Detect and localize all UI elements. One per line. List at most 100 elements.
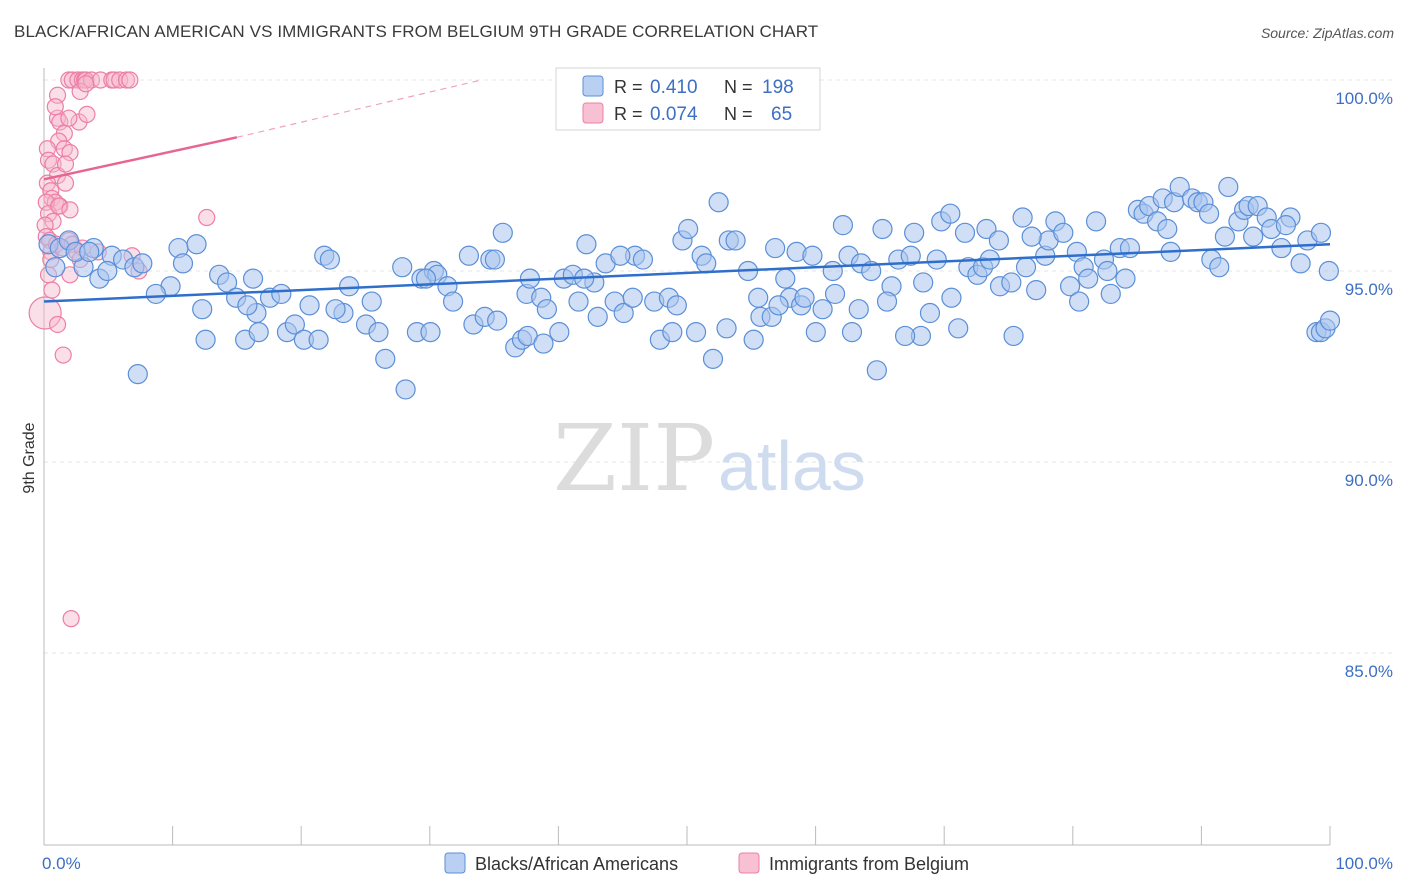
- scatter-point: [121, 71, 139, 89]
- scatter-point: [1059, 276, 1081, 297]
- scatter-point: [708, 192, 729, 213]
- scatter-point: [198, 208, 216, 227]
- scatter-point: [666, 295, 687, 316]
- correlation-legend: R = 0.410 N = 198 R = 0.074 N = 65: [555, 67, 821, 131]
- scatter-point: [361, 291, 382, 312]
- legend-blue-n-label: N =: [724, 77, 753, 97]
- scatter-point: [319, 249, 341, 270]
- scatter-point: [622, 287, 643, 308]
- x-tick-label-max: 100.0%: [1335, 854, 1393, 873]
- scatter-point: [442, 291, 464, 312]
- scatter-point: [822, 260, 843, 282]
- scatter-point: [832, 215, 854, 236]
- scatter-point: [492, 222, 513, 243]
- scatter-point: [216, 272, 238, 293]
- scatter-point: [487, 310, 508, 331]
- scatter-point: [1214, 226, 1236, 247]
- scatter-point: [696, 253, 717, 274]
- scatter-point: [805, 322, 826, 343]
- legend-pink-r-value: 0.074: [650, 104, 698, 125]
- scatter-point: [28, 296, 62, 330]
- scatter-point: [812, 299, 833, 320]
- pink-trend-extension: [236, 79, 482, 138]
- scatter-point: [368, 322, 389, 343]
- y-tick-label: 85.0%: [1345, 662, 1393, 681]
- scatter-point: [802, 245, 823, 266]
- scatter-point: [484, 249, 505, 270]
- scatter-point: [533, 333, 554, 354]
- legend-pink-swatch: [582, 102, 604, 124]
- scatter-point: [662, 322, 683, 343]
- scatter-point: [1053, 222, 1074, 243]
- scatter-point: [824, 283, 846, 305]
- chart-source: Source: ZipAtlas.com: [1260, 25, 1394, 41]
- scatter-point: [248, 322, 269, 343]
- scatter-point: [940, 203, 961, 224]
- scatter-point: [195, 329, 216, 350]
- scatter-point: [1078, 268, 1099, 289]
- scatter-point: [536, 299, 557, 320]
- scatter-point: [1319, 310, 1341, 331]
- scatter-point: [1097, 260, 1118, 282]
- scatter-point: [127, 364, 148, 385]
- scatter-point: [132, 253, 153, 274]
- scatter-point: [568, 291, 589, 312]
- y-tick-label: 90.0%: [1345, 471, 1393, 490]
- scatter-point: [926, 249, 947, 270]
- scatter-point: [186, 234, 207, 255]
- scatter-point: [420, 322, 441, 343]
- scatter-point: [725, 230, 746, 251]
- scatter-point: [62, 610, 80, 628]
- scatter-point: [775, 268, 796, 289]
- scatter-point: [1318, 260, 1339, 282]
- legend-blue-swatch: [582, 75, 604, 97]
- scatter-point: [60, 109, 78, 127]
- y-axis-title: 9th Grade: [21, 422, 38, 493]
- bottom-legend-blue-label: Blacks/African Americans: [475, 854, 678, 874]
- scatter-point: [56, 155, 75, 173]
- scatter-point: [77, 75, 95, 93]
- scatter-point: [50, 197, 68, 215]
- scatter-point: [610, 245, 631, 266]
- scatter-point: [111, 71, 129, 89]
- scatter-point: [56, 174, 75, 192]
- watermark: ZIP atlas: [553, 405, 866, 512]
- scatter-point: [61, 201, 79, 219]
- scatter-point: [748, 287, 769, 308]
- scatter-point: [97, 260, 118, 282]
- scatter-point: [271, 283, 292, 305]
- trend-lines: [43, 79, 1331, 303]
- scatter-point: [1271, 237, 1292, 259]
- scatter-point: [392, 257, 413, 278]
- scatter-point: [1003, 325, 1024, 347]
- scatter-point: [1209, 257, 1230, 278]
- y-tick-labels: 100.0% 95.0% 90.0% 85.0%: [1335, 89, 1393, 681]
- scatter-point: [919, 302, 941, 324]
- scatter-point: [46, 98, 64, 116]
- scatter-point: [743, 329, 764, 350]
- scatter-point: [768, 295, 789, 316]
- scatter-point: [1157, 218, 1178, 240]
- blue-trend-line: [43, 243, 1331, 303]
- scatter-point: [1069, 291, 1090, 312]
- blue-series-points: [38, 176, 1341, 400]
- scatter-point: [1119, 237, 1141, 259]
- scatter-point: [1100, 283, 1121, 305]
- scatter-point: [339, 276, 360, 297]
- scatter-point: [48, 315, 67, 334]
- scatter-point: [43, 281, 61, 299]
- scatter-point: [895, 325, 916, 347]
- scatter-point: [1012, 207, 1033, 228]
- scatter-point: [237, 295, 258, 316]
- pink-trend-line: [43, 136, 238, 181]
- scatter-point: [45, 257, 66, 278]
- scatter-point: [841, 322, 863, 343]
- scatter-point: [1169, 176, 1190, 198]
- scatter-point: [242, 268, 264, 289]
- scatter-point: [1026, 280, 1047, 301]
- scatter-point: [872, 218, 893, 240]
- scatter-point: [941, 287, 962, 308]
- scatter-point: [900, 245, 921, 266]
- scatter-point: [904, 222, 925, 243]
